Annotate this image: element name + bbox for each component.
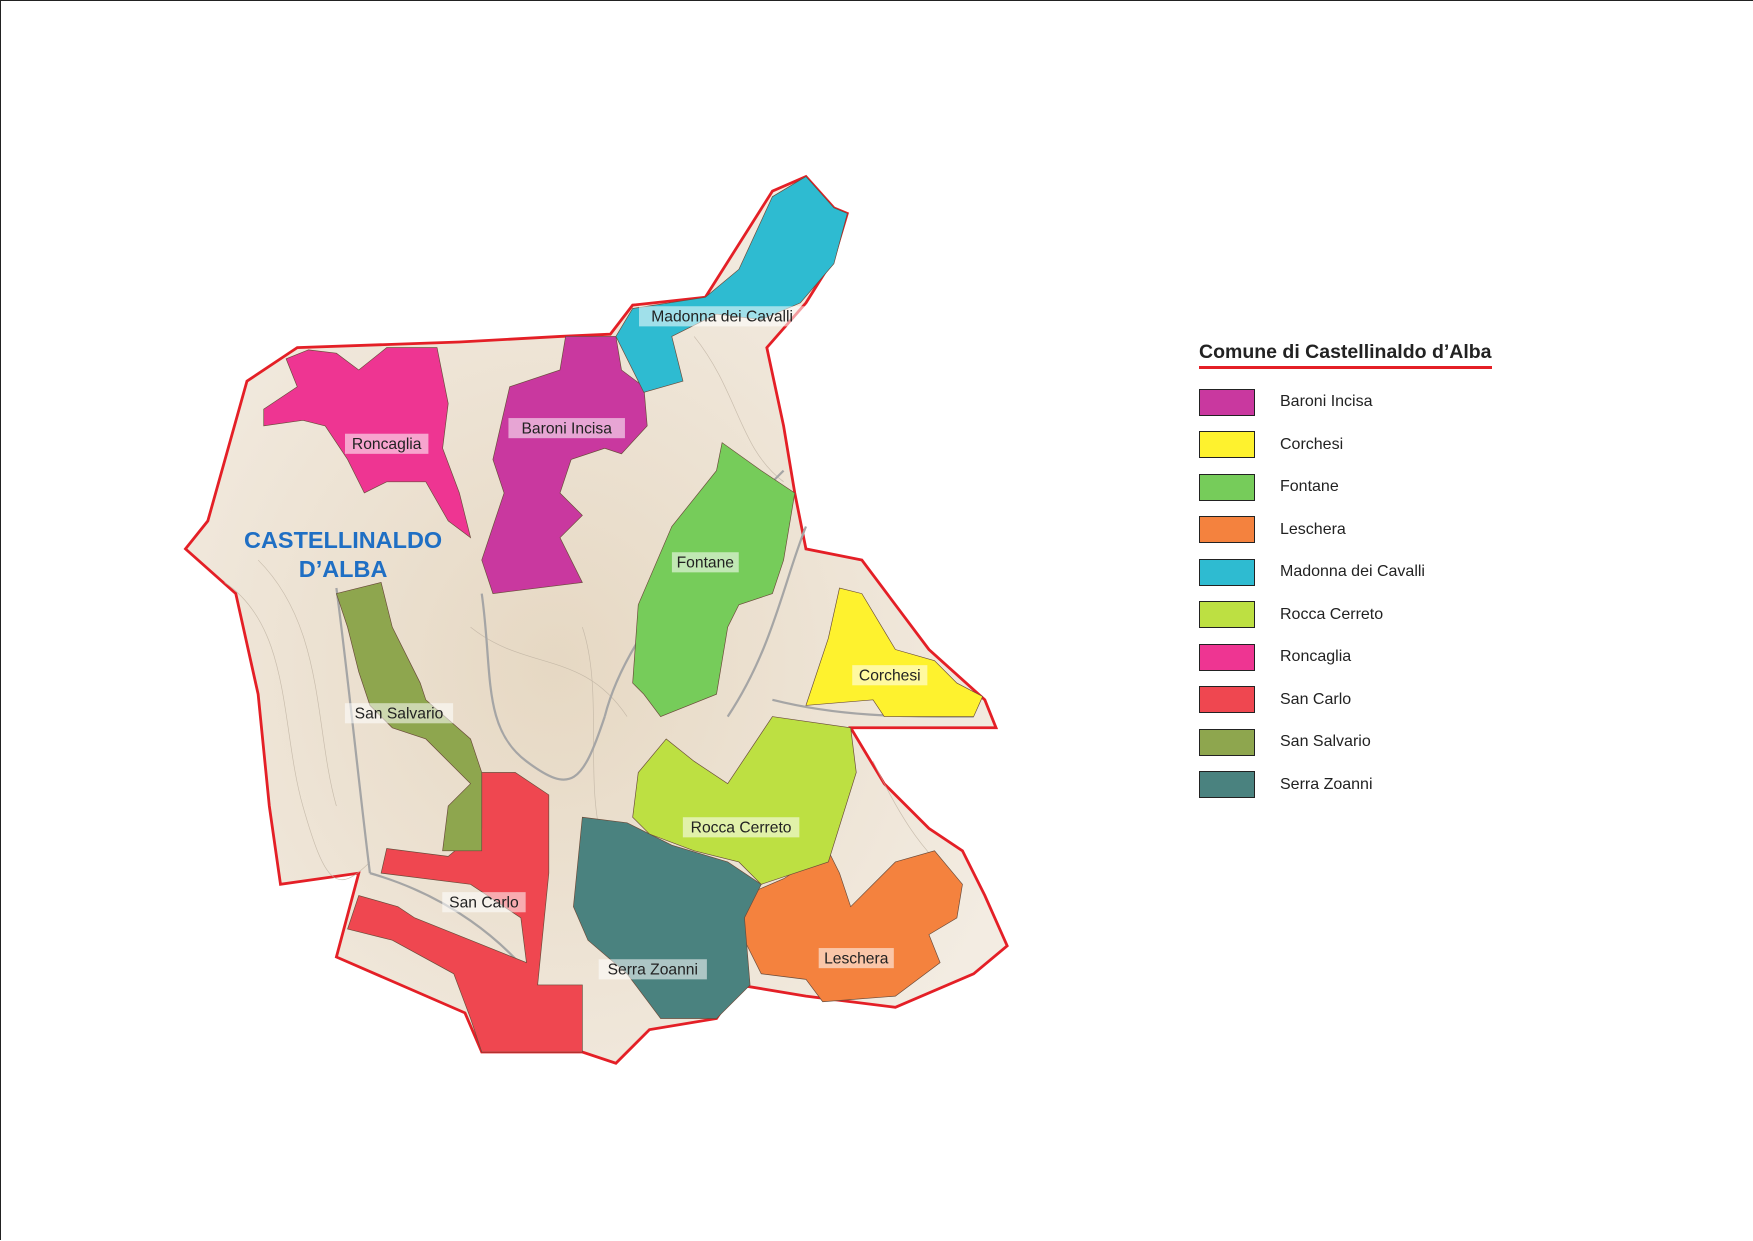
legend-label: Serra Zoanni <box>1280 775 1373 793</box>
zone-label-rocca-cerreto: Rocca Cerreto <box>682 817 800 838</box>
legend-item-san-salvario: San Salvario <box>1199 721 1492 764</box>
town-label-line2: D’ALBA <box>299 556 388 582</box>
legend-item-madonna-dei-cavalli: Madonna dei Cavalli <box>1199 551 1492 594</box>
label-background <box>598 959 707 980</box>
legend-item-roncaglia: Roncaglia <box>1199 636 1492 679</box>
zone-label-san-salvario: San Salvario <box>344 703 454 724</box>
legend-label: Madonna dei Cavalli <box>1280 563 1425 581</box>
zone-leschera <box>744 850 963 1003</box>
legend-swatch <box>1199 686 1255 714</box>
zone-label-fontane: Fontane <box>671 552 739 573</box>
zone-label-text: Serra Zoanni <box>608 962 698 979</box>
label-background <box>508 418 625 439</box>
legend-label: Baroni Incisa <box>1280 393 1373 411</box>
legend-swatch <box>1199 558 1255 586</box>
label-background <box>345 433 429 454</box>
zone-label-leschera: Leschera <box>818 948 894 969</box>
zone-label-corchesi: Corchesi <box>852 665 928 686</box>
zone-label-text: Madonna dei Cavalli <box>651 309 793 326</box>
zone-label-serra-zoanni: Serra Zoanni <box>598 959 707 980</box>
legend: Comune di Castellinaldo d’Alba Baroni In… <box>1199 341 1492 806</box>
zone-serra-zoanni <box>573 816 762 1019</box>
legend-item-baroni-incisa: Baroni Incisa <box>1199 381 1492 424</box>
legend-swatch <box>1199 516 1255 544</box>
zone-label-text: San Salvario <box>355 706 444 723</box>
legend-label: Rocca Cerreto <box>1280 605 1384 623</box>
legend-item-rocca-cerreto: Rocca Cerreto <box>1199 594 1492 637</box>
town-label: CASTELLINALDO D’ALBA <box>244 527 442 582</box>
legend-swatch <box>1199 473 1255 501</box>
zone-label-text: Corchesi <box>859 667 921 684</box>
label-background <box>852 665 928 686</box>
label-background <box>344 703 454 724</box>
label-background <box>442 892 526 913</box>
town-label-line1: CASTELLINALDO <box>244 527 442 553</box>
legend-item-san-carlo: San Carlo <box>1199 679 1492 722</box>
legend-label: Roncaglia <box>1280 648 1352 666</box>
legend-label: San Salvario <box>1280 733 1371 751</box>
zone-label-text: Leschera <box>824 950 889 967</box>
legend-item-fontane: Fontane <box>1199 466 1492 509</box>
zone-madonna-dei-cavalli <box>615 176 848 393</box>
zone-label-san-carlo: San Carlo <box>442 892 526 913</box>
zone-fontane <box>632 442 796 718</box>
zone-baroni-incisa <box>481 336 648 594</box>
legend-swatch <box>1199 388 1255 416</box>
legend-label: Fontane <box>1280 478 1339 496</box>
legend-swatch <box>1199 643 1255 671</box>
label-background <box>682 817 800 838</box>
legend-label: Corchesi <box>1280 435 1344 453</box>
legend-title: Comune di Castellinaldo d’Alba <box>1199 341 1492 369</box>
zone-san-carlo <box>347 772 583 1053</box>
zone-label-text: Rocca Cerreto <box>691 820 792 837</box>
zone-label-madonna-dei-cavalli: Madonna dei Cavalli <box>639 306 806 327</box>
zone-label-text: Fontane <box>677 555 734 572</box>
legend-swatch <box>1199 771 1255 799</box>
legend-item-leschera: Leschera <box>1199 509 1492 552</box>
zone-rocca-cerreto <box>632 716 857 885</box>
label-background <box>671 552 739 573</box>
zone-label-roncaglia: Roncaglia <box>345 433 429 454</box>
legend-label: Leschera <box>1280 520 1346 538</box>
legend-swatch <box>1199 431 1255 459</box>
zone-label-text: Baroni Incisa <box>521 420 612 437</box>
zone-label-text: Roncaglia <box>352 436 422 453</box>
label-background <box>639 306 806 327</box>
legend-swatch <box>1199 728 1255 756</box>
legend-item-corchesi: Corchesi <box>1199 424 1492 467</box>
zone-corchesi <box>805 587 984 717</box>
zone-label-text: San Carlo <box>449 894 519 911</box>
zone-label-baroni-incisa: Baroni Incisa <box>508 418 625 439</box>
legend-label: San Carlo <box>1280 690 1352 708</box>
label-background <box>818 948 894 969</box>
legend-swatch <box>1199 601 1255 629</box>
legend-item-serra-zoanni: Serra Zoanni <box>1199 764 1492 807</box>
